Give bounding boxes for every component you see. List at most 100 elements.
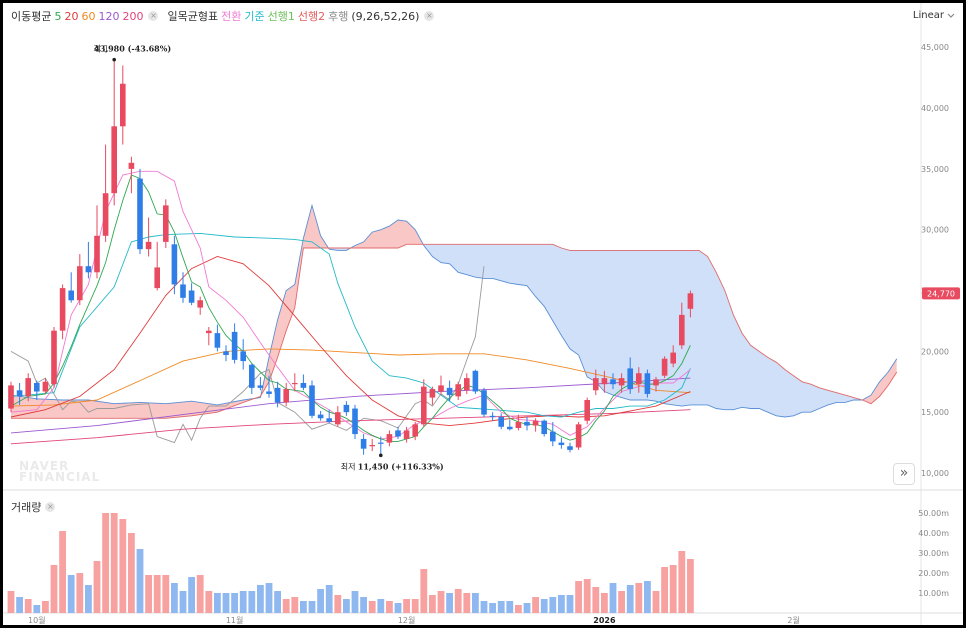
volume-bar[interactable]: [618, 591, 625, 613]
volume-bar[interactable]: [583, 579, 591, 613]
volume-bar[interactable]: [446, 593, 453, 613]
volume-bar[interactable]: [128, 533, 135, 613]
volume-bar[interactable]: [626, 585, 634, 613]
volume-bar[interactable]: [171, 583, 178, 613]
volume-bar[interactable]: [7, 591, 15, 613]
volume-bar[interactable]: [153, 575, 161, 613]
candle[interactable]: [16, 382, 23, 405]
candle[interactable]: [446, 380, 453, 402]
volume-bar[interactable]: [119, 519, 127, 613]
volume-bar[interactable]: [325, 585, 333, 613]
scale-dropdown[interactable]: Linear: [913, 10, 955, 21]
candle[interactable]: [515, 414, 522, 431]
volume-bar[interactable]: [265, 583, 273, 613]
candle[interactable]: [507, 419, 513, 431]
candle[interactable]: [498, 413, 504, 430]
candle[interactable]: [266, 375, 272, 398]
candle[interactable]: [120, 65, 126, 145]
candle[interactable]: [593, 369, 599, 396]
candle[interactable]: [300, 374, 307, 391]
volume-bar[interactable]: [558, 595, 565, 613]
candle[interactable]: [438, 375, 444, 396]
candle[interactable]: [464, 373, 470, 394]
volume-bar[interactable]: [497, 601, 505, 613]
candle[interactable]: [601, 370, 608, 393]
candle[interactable]: [661, 356, 668, 379]
volume-bar[interactable]: [50, 565, 58, 613]
candle[interactable]: [584, 397, 590, 425]
candle[interactable]: [386, 430, 393, 447]
candle[interactable]: [257, 376, 264, 391]
volume-bar[interactable]: [248, 591, 256, 613]
candle[interactable]: [180, 272, 186, 303]
candle[interactable]: [283, 382, 289, 407]
volume-bar[interactable]: [472, 593, 479, 613]
candle[interactable]: [455, 381, 461, 401]
volume-bar[interactable]: [601, 593, 608, 613]
candle[interactable]: [77, 254, 83, 306]
candle[interactable]: [369, 438, 375, 452]
volume-bar[interactable]: [136, 549, 144, 613]
candle[interactable]: [618, 373, 625, 393]
candle[interactable]: [429, 386, 436, 405]
volume-bar[interactable]: [110, 513, 118, 613]
candle[interactable]: [59, 284, 66, 340]
volume-bar[interactable]: [102, 513, 109, 613]
candle[interactable]: [636, 367, 642, 393]
candle[interactable]: [214, 324, 221, 352]
candle[interactable]: [94, 205, 100, 279]
volume-bar[interactable]: [59, 531, 66, 613]
volume-bar[interactable]: [85, 585, 92, 613]
candle[interactable]: [8, 381, 14, 413]
volume-bar[interactable]: [42, 601, 49, 613]
candle[interactable]: [421, 379, 427, 427]
candle[interactable]: [51, 327, 57, 388]
volume-bar[interactable]: [67, 575, 75, 613]
candle[interactable]: [154, 241, 160, 291]
price-chart[interactable]: 10,00015,00020,00025,00030,00035,00040,0…: [3, 3, 963, 493]
candle[interactable]: [472, 369, 479, 394]
candle[interactable]: [679, 302, 685, 349]
volume-bar[interactable]: [394, 603, 402, 613]
volume-bar[interactable]: [523, 603, 531, 613]
volume-bar[interactable]: [93, 561, 101, 613]
scroll-to-latest-button[interactable]: »: [893, 463, 915, 485]
candle[interactable]: [644, 369, 651, 398]
candle[interactable]: [558, 437, 565, 449]
volume-bar[interactable]: [33, 605, 41, 613]
candle[interactable]: [42, 378, 49, 394]
candle[interactable]: [102, 144, 109, 242]
volume-bar[interactable]: [489, 603, 496, 613]
volume-bar[interactable]: [351, 591, 359, 613]
candle[interactable]: [223, 345, 229, 362]
candle[interactable]: [249, 363, 255, 394]
candle[interactable]: [352, 404, 358, 439]
volume-bar[interactable]: [196, 575, 204, 613]
volume-bar[interactable]: [532, 597, 539, 613]
volume-bar[interactable]: [420, 569, 428, 613]
candle[interactable]: [25, 373, 31, 402]
candle[interactable]: [292, 373, 298, 392]
volume-bar[interactable]: [179, 591, 187, 613]
volume-bar[interactable]: [145, 575, 152, 613]
candle[interactable]: [206, 327, 212, 346]
volume-bar[interactable]: [291, 597, 299, 613]
candle[interactable]: [412, 421, 418, 441]
candle[interactable]: [360, 434, 367, 455]
volume-bar[interactable]: [257, 585, 264, 613]
candle[interactable]: [274, 381, 281, 408]
candle[interactable]: [34, 380, 40, 401]
volume-bar[interactable]: [429, 595, 436, 613]
volume-bar[interactable]: [678, 551, 686, 613]
candle[interactable]: [231, 323, 238, 364]
volume-bar[interactable]: [377, 599, 385, 613]
volume-bar[interactable]: [386, 601, 393, 613]
candle[interactable]: [575, 421, 582, 450]
candle[interactable]: [317, 410, 324, 421]
volume-bar[interactable]: [343, 599, 350, 613]
volume-bar[interactable]: [661, 567, 668, 613]
volume-bar[interactable]: [549, 597, 557, 613]
candle[interactable]: [403, 426, 410, 443]
volume-remove-icon[interactable]: ×: [45, 502, 56, 512]
candle[interactable]: [128, 156, 135, 194]
